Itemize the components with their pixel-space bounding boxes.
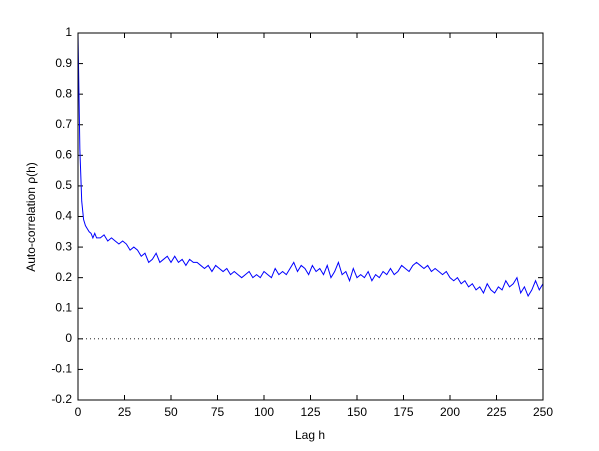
y-tick-label: -0.1	[51, 362, 72, 376]
y-tick-label: 0.2	[55, 270, 72, 284]
x-tick-label: 50	[164, 405, 178, 419]
x-tick-label: 200	[440, 405, 460, 419]
y-tick-label: 0.4	[55, 209, 72, 223]
x-tick-label: 25	[118, 405, 132, 419]
x-tick-label: 125	[300, 405, 320, 419]
x-tick-label: 100	[254, 405, 274, 419]
y-tick-label: -0.2	[51, 392, 72, 406]
plot-area	[78, 33, 543, 400]
data-line	[77, 32, 544, 298]
x-axis-label: Lag h	[295, 428, 325, 442]
y-tick-label: 0.3	[55, 239, 72, 253]
x-tick-label: 225	[486, 405, 506, 419]
y-tick-label: 0.1	[55, 300, 72, 314]
y-tick-label: 0.6	[55, 148, 72, 162]
y-tick-label: 0.7	[55, 117, 72, 131]
x-tick-label: 150	[347, 405, 367, 419]
x-tick-label: 175	[393, 405, 413, 419]
y-axis-label: Auto-correlation ρ(h)	[24, 162, 38, 272]
y-tick-label: 0.5	[55, 178, 72, 192]
x-tick-label: 75	[211, 405, 225, 419]
axes-box	[77, 32, 544, 401]
x-tick-label: 0	[75, 405, 82, 419]
y-tick-label: 0.9	[55, 56, 72, 70]
y-tick-label: 0.8	[55, 86, 72, 100]
y-tick-label: 1	[65, 25, 72, 39]
x-tick-label: 250	[533, 405, 553, 419]
y-tick-label: 0	[65, 331, 72, 345]
